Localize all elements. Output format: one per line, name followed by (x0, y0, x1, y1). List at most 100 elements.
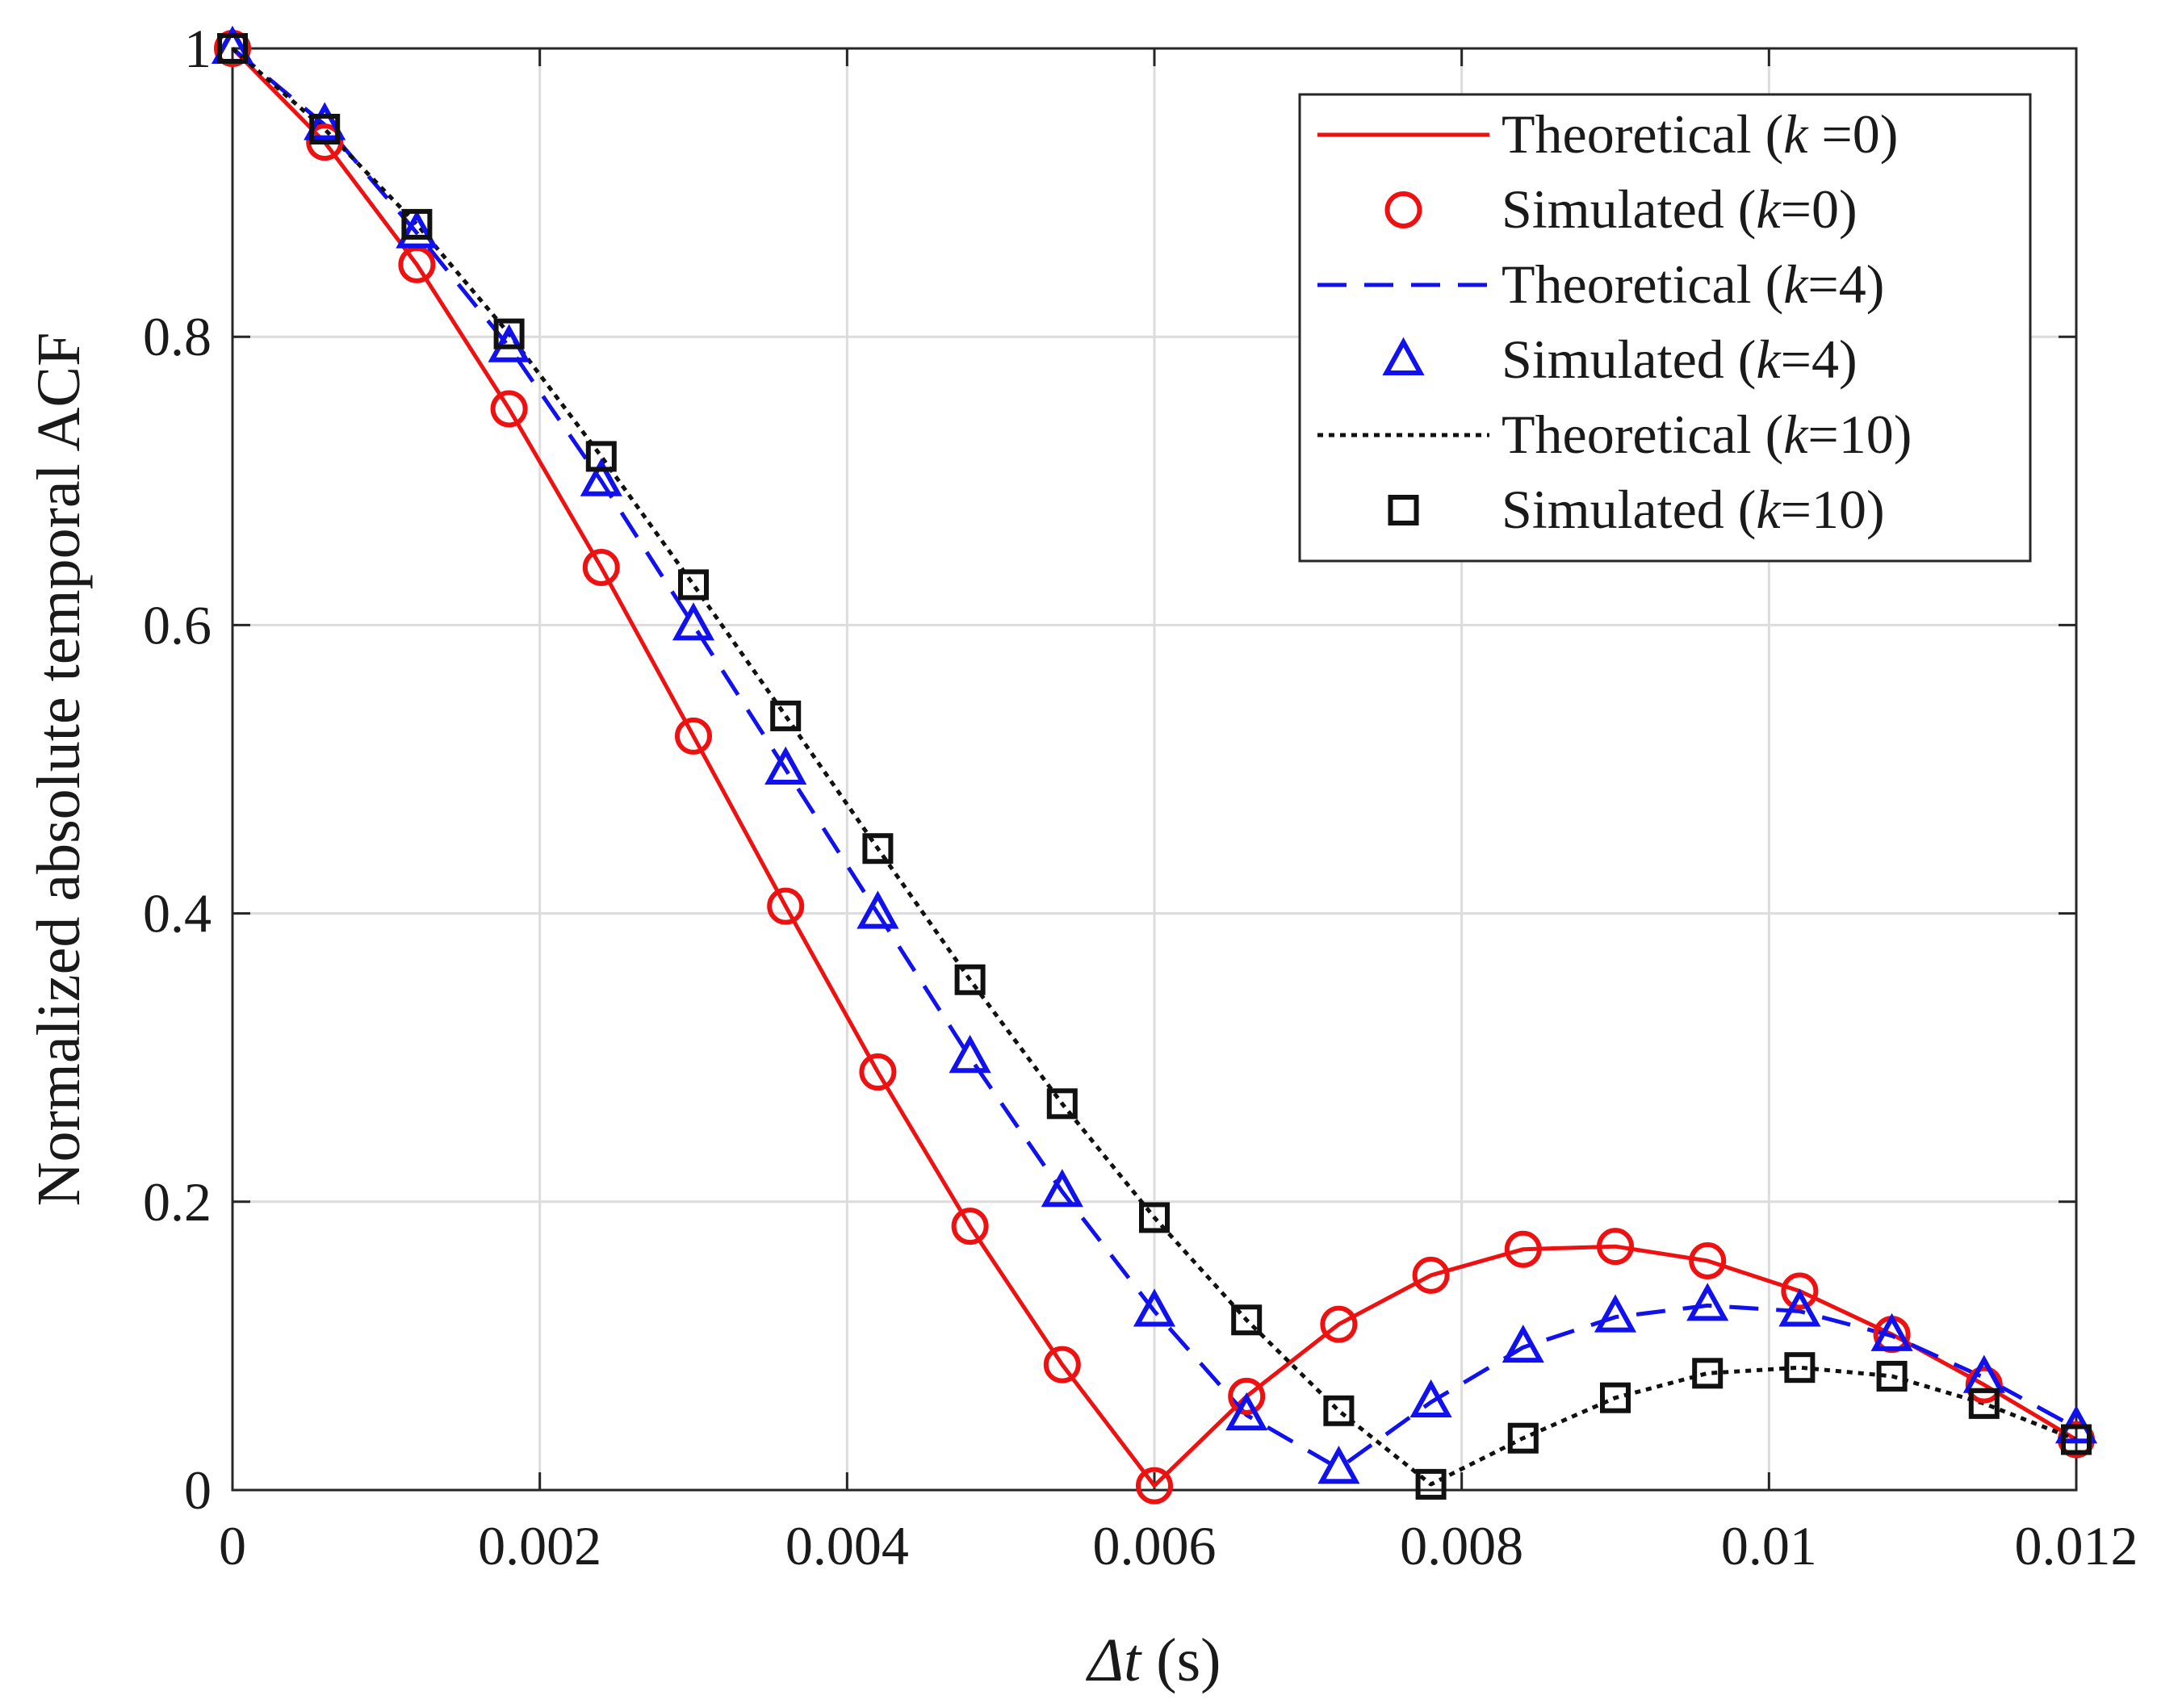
circle-marker (306, 123, 344, 161)
square-marker (770, 700, 802, 731)
triangle-marker (1778, 1288, 1821, 1327)
triangle-marker (1870, 1312, 1913, 1351)
series-markers-6 (217, 33, 2092, 1500)
legend-label-prefix: Simulated ( (1502, 178, 1756, 240)
circle-marker (1504, 1230, 1542, 1268)
square-marker (1876, 1360, 1908, 1392)
axis-ticks: 0 0.002 0.004 0.006 0.008 0.01 0.012 0 0.2 0.4 0.6… (143, 18, 2138, 1576)
y-axis-title: Normalized absolute temporal ACF (25, 333, 93, 1207)
triangle-marker (1594, 1294, 1637, 1333)
x-tick-label: 0.008 (1400, 1515, 1523, 1576)
legend-label-suffix: =0) (1781, 178, 1858, 240)
y-tick-label: 0.2 (143, 1171, 212, 1233)
series-line-3 (231, 47, 2078, 1471)
circle-marker (490, 390, 528, 428)
triangle-marker (857, 890, 899, 929)
legend-square-marker (1388, 495, 1419, 525)
square-marker (1507, 1422, 1539, 1454)
legend-label-suffix: =4) (1781, 329, 1858, 390)
y-tick-label: 0.8 (143, 306, 212, 367)
circle-marker (1043, 1346, 1081, 1384)
x-tick-label: 0.002 (478, 1515, 601, 1576)
triangle-marker (396, 210, 438, 249)
legend-label-prefix: Theoretical ( (1502, 103, 1783, 165)
triangle-marker (1409, 1379, 1452, 1418)
square-marker (954, 964, 986, 995)
x-tick-label: 0 (219, 1515, 246, 1576)
square-marker (493, 318, 525, 350)
triangle-marker (1225, 1392, 1268, 1431)
x-axis-title-unit: (s) (1141, 1626, 1221, 1694)
triangle-marker (764, 746, 807, 785)
x-tick-label: 0.004 (785, 1515, 909, 1576)
square-marker (1046, 1088, 1078, 1120)
square-marker (862, 833, 894, 864)
circle-marker (675, 717, 712, 755)
square-marker (1415, 1468, 1447, 1500)
circle-marker (1689, 1242, 1727, 1280)
legend-label: Theoretical (k=10) (1502, 404, 1912, 465)
square-marker (309, 114, 341, 145)
legend-label: Simulated (k=4) (1502, 329, 1858, 390)
legend-label-var: k (1756, 329, 1782, 390)
legend-label: Simulated (k=0) (1502, 178, 1858, 240)
circle-marker (1781, 1272, 1819, 1310)
square-marker (1692, 1358, 1724, 1389)
x-tick-label: 0.012 (2015, 1515, 2138, 1576)
legend-label-prefix: Theoretical ( (1502, 404, 1783, 465)
legend-label-suffix: =10) (1781, 479, 1885, 540)
legend-box (1298, 93, 2032, 563)
triangle-marker (1502, 1324, 1544, 1363)
legend-label-prefix: Simulated ( (1502, 479, 1756, 540)
triangle-marker (1041, 1169, 1083, 1208)
circle-marker (1320, 1305, 1358, 1343)
circle-marker (1136, 1467, 1173, 1505)
square-marker (585, 441, 617, 472)
legend-label-var: k (1783, 103, 1809, 165)
y-tick-label: 0 (184, 1459, 212, 1521)
x-tick-label: 0.01 (1721, 1515, 1817, 1576)
triangle-marker (1686, 1283, 1729, 1321)
y-tick-label: 0.4 (143, 883, 212, 944)
square-marker (401, 208, 433, 240)
legend-label-var: k (1756, 479, 1782, 540)
x-axis-title-variable: Δt (1086, 1626, 1143, 1694)
legend-label-prefix: Simulated ( (1502, 329, 1756, 390)
circle-marker (1412, 1256, 1450, 1294)
legend-label: Simulated (k=10) (1502, 479, 1885, 540)
circle-marker (582, 548, 620, 586)
square-marker (1231, 1304, 1263, 1336)
square-marker (678, 569, 709, 601)
square-marker (217, 33, 248, 64)
legend-circle-marker (1384, 191, 1422, 228)
circle-marker (767, 887, 805, 925)
circle-marker (859, 1053, 897, 1091)
triangle-marker (1317, 1446, 1360, 1484)
legend-label-suffix: =10) (1807, 404, 1912, 465)
square-marker (1139, 1202, 1170, 1233)
legend-label-var: k (1783, 404, 1809, 465)
circle-marker (1228, 1377, 1266, 1415)
circle-marker (398, 245, 436, 283)
circle-marker (951, 1208, 989, 1245)
triangle-marker (1133, 1288, 1176, 1327)
triangle-marker (580, 458, 622, 496)
circle-marker (1597, 1228, 1634, 1266)
legend-label-var: k (1756, 178, 1782, 240)
series-lines (231, 47, 2078, 1488)
series-line-5 (231, 47, 2077, 1487)
square-marker (2061, 1424, 2092, 1455)
triangle-marker (672, 602, 715, 641)
legend-label-prefix: Theoretical ( (1502, 253, 1783, 315)
legend-label: Theoretical (k=4) (1502, 253, 1884, 315)
y-tick-label: 0.6 (143, 594, 212, 655)
triangle-marker (949, 1034, 991, 1074)
legend-label-suffix: =4) (1807, 253, 1884, 315)
legend-label-suffix: =0) (1807, 103, 1898, 165)
series-markers (211, 25, 2098, 1505)
x-axis-title: Δt (s) (1086, 1626, 1221, 1694)
square-marker (1968, 1388, 2000, 1419)
y-tick-label: 1 (184, 18, 212, 79)
